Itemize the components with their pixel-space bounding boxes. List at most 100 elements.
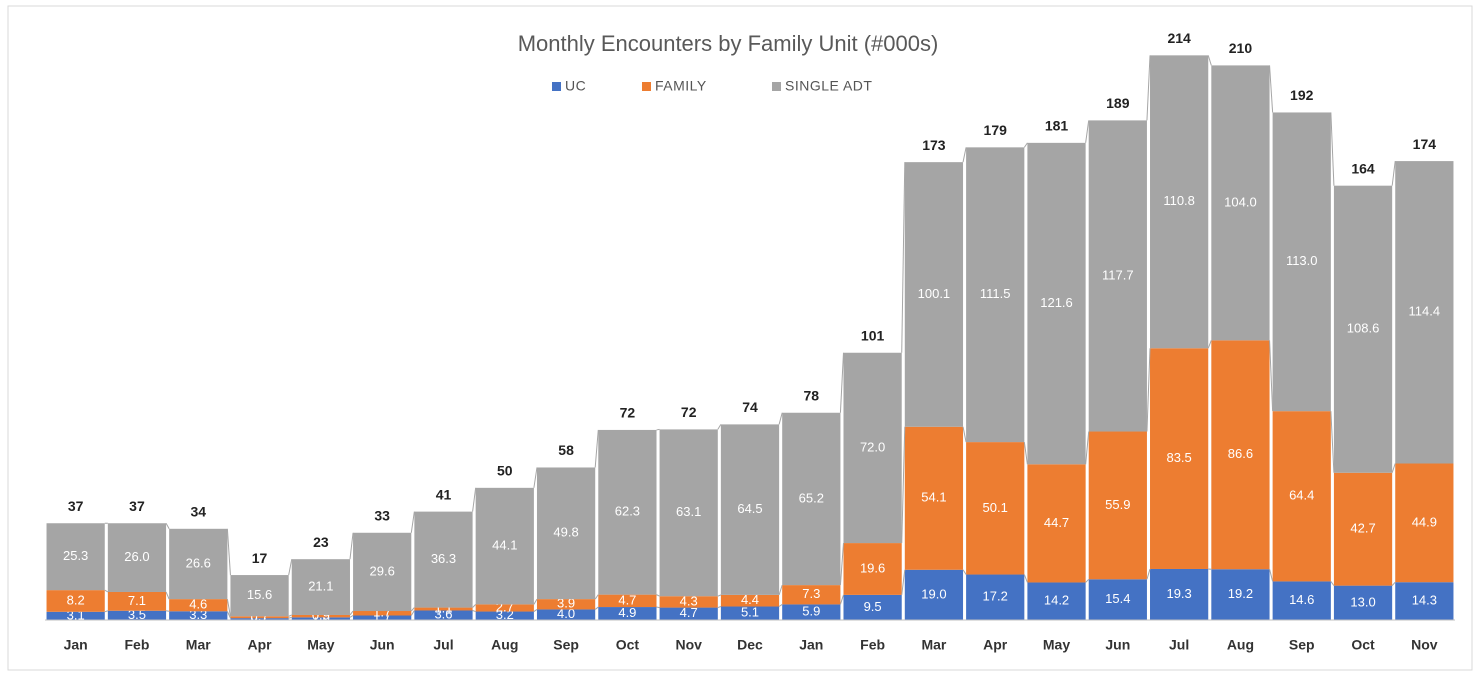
data-label: 4.4 [741,592,759,607]
bar-segment [720,424,780,595]
bar-segment [1333,585,1393,620]
legend-swatch [552,82,561,91]
data-label: 5.9 [802,604,820,619]
bar-segment [291,617,350,620]
bar-segment [230,616,289,619]
data-label: 19.2 [1228,586,1253,601]
bar-segment [1333,185,1393,473]
connector-line [901,426,906,544]
data-label: 72.0 [860,439,885,454]
bar-segment [782,585,841,605]
x-tick-label: Jun [370,637,395,653]
connector-line [533,467,538,488]
data-label: 15.4 [1105,591,1130,606]
connector-line [1391,581,1396,586]
data-label: 100.1 [918,286,951,301]
connector-line [1023,142,1028,148]
connector-line [288,616,292,619]
connector-line [349,610,354,616]
bar-segment [966,442,1025,575]
legend-label: UC [565,78,586,94]
data-label: 5.1 [741,605,759,620]
bar-segment [659,429,718,597]
bar-segment [659,607,718,620]
connector-line [1085,578,1090,583]
bar-segment [1333,472,1393,586]
connector-line [594,594,599,600]
data-label: 113.0 [1286,253,1318,268]
bar-segment [843,352,902,544]
data-label: 64.5 [737,501,762,516]
bar-segment [230,618,289,620]
data-label: 121.6 [1040,295,1073,310]
total-label: 210 [1229,40,1253,56]
data-label: 21.1 [308,579,333,594]
data-label: 86.6 [1228,446,1253,461]
bar-segment [1088,579,1147,620]
x-tick-label: Feb [125,637,150,653]
data-label: 7.1 [128,593,146,608]
bar-segment [1150,55,1209,349]
total-label: 41 [436,486,452,502]
connector-line [226,611,231,619]
bar-segment [720,594,780,607]
connector-line [349,532,354,560]
connector-line [839,543,844,586]
connector-line [962,147,967,163]
data-label: 17.2 [983,589,1008,604]
bar-segment [46,611,105,620]
x-tick-label: Mar [186,637,211,653]
total-label: 74 [742,399,758,415]
bar-segment [46,523,105,591]
connector-line [1330,112,1335,186]
bar-segment [904,569,964,620]
bar-segment [966,574,1025,620]
connector-line [901,162,906,353]
bar-segment [291,614,350,618]
total-label: 72 [620,405,636,421]
connector-line [1146,348,1151,432]
data-label: 44.7 [1044,515,1069,530]
data-label: 55.9 [1105,497,1130,512]
data-label: 4.6 [189,597,207,612]
connector-line [472,604,477,608]
connector-line [1330,581,1335,586]
connector-line [778,603,783,607]
x-tick-label: May [307,637,334,653]
bar-segment [904,426,964,570]
bar-segment [598,607,657,620]
bar-segment [291,559,350,615]
connector-line [165,523,170,530]
bar-segment [169,528,228,600]
total-label: 23 [313,534,329,550]
connector-line [1146,568,1151,580]
connector-line [410,511,415,533]
bar-segment [107,591,167,611]
data-label: 26.0 [124,549,149,564]
data-label: 63.1 [676,504,701,519]
total-label: 17 [252,550,268,566]
connector-line [165,591,170,600]
bar-segment [1027,582,1086,620]
bar-segment [107,610,167,620]
connector-line [288,614,292,617]
total-label: 173 [922,137,946,153]
legend-label: SINGLE ADT [785,78,872,94]
bar-segment [169,599,228,612]
connector-line [839,352,844,413]
bar-segment [230,575,289,617]
bar-segment [904,162,964,427]
data-label: 19.3 [1166,586,1191,601]
bar-segment [169,611,228,620]
bar-segment [1027,142,1086,465]
x-tick-label: Mar [921,637,946,653]
data-label: 4.7 [680,605,698,620]
total-label: 50 [497,463,513,479]
bar-segment [1272,581,1331,620]
bar-segment [1088,120,1147,432]
x-tick-label: Sep [553,637,579,653]
connector-line [349,615,354,618]
connector-line [1391,161,1396,186]
bar-segment [1272,112,1331,412]
connector-line [778,412,783,425]
